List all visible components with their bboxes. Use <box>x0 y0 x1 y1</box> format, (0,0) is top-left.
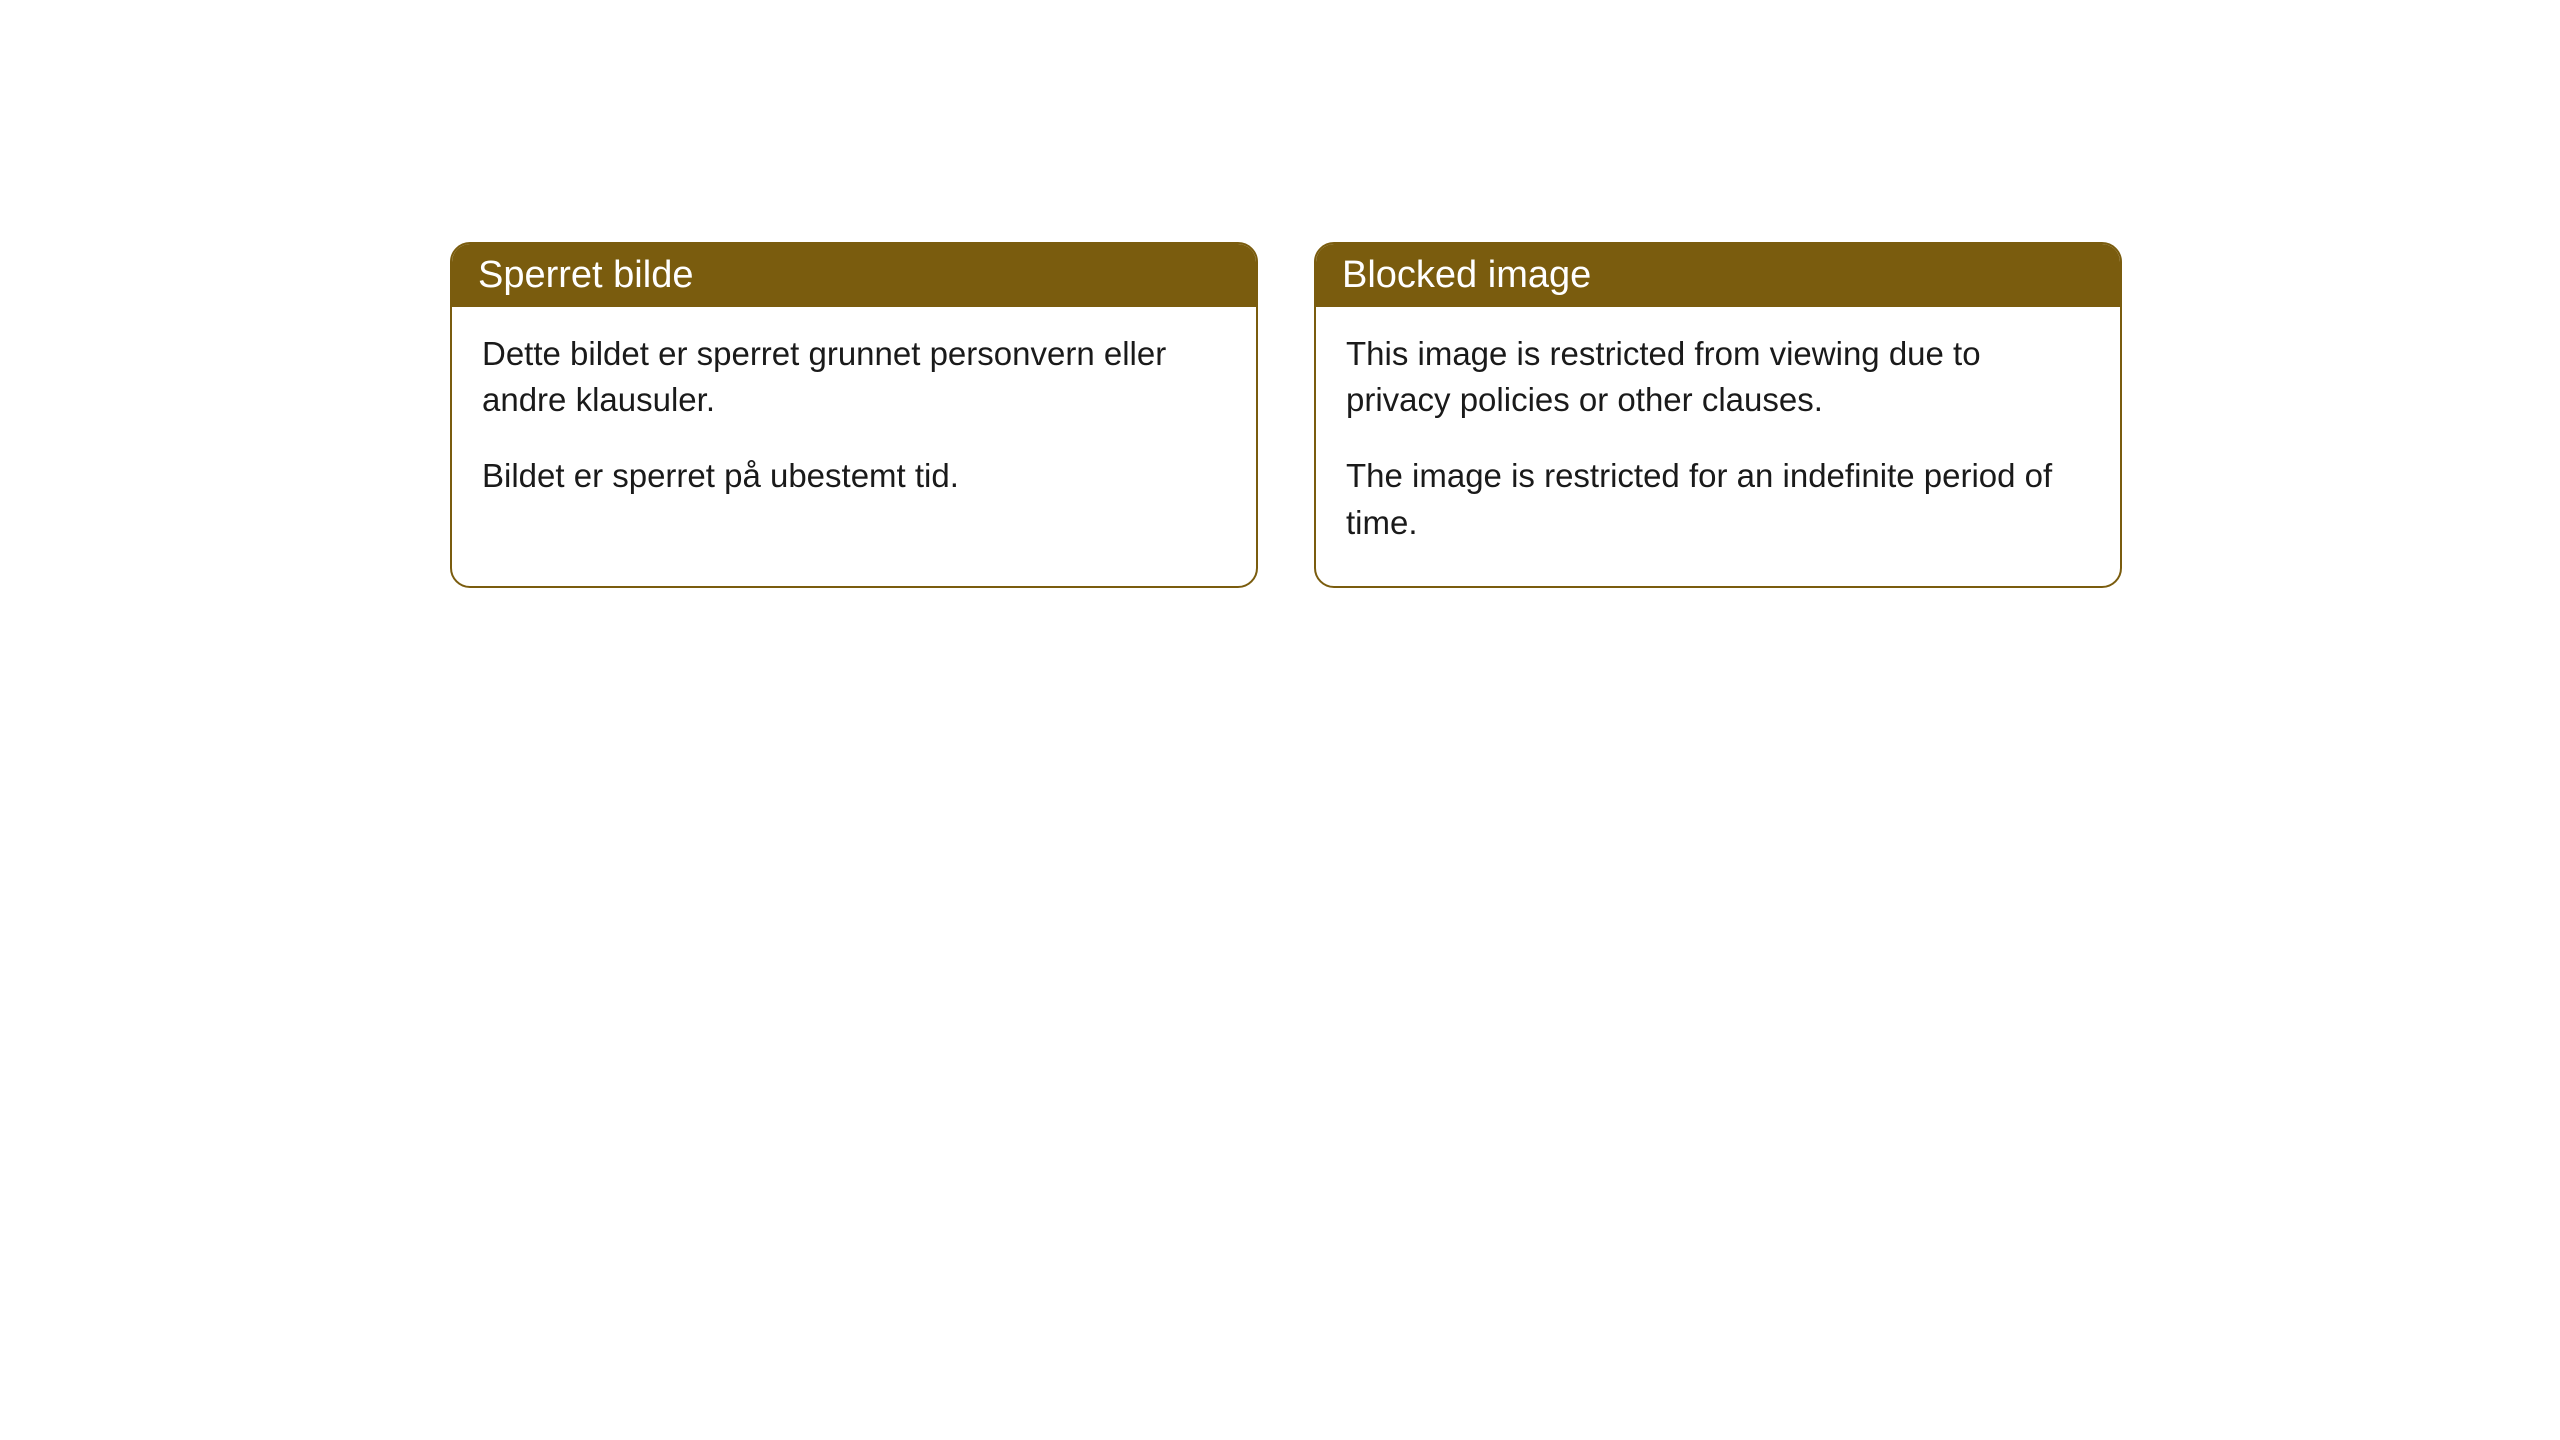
card-header: Blocked image <box>1316 244 2120 307</box>
card-paragraph: The image is restricted for an indefinit… <box>1346 453 2090 545</box>
card-paragraph: Bildet er sperret på ubestemt tid. <box>482 453 1226 499</box>
card-title: Sperret bilde <box>478 254 693 296</box>
blocked-image-card-norwegian: Sperret bilde Dette bildet er sperret gr… <box>450 242 1258 588</box>
card-body: This image is restricted from viewing du… <box>1316 307 2120 586</box>
card-title: Blocked image <box>1342 254 1591 296</box>
card-paragraph: Dette bildet er sperret grunnet personve… <box>482 331 1226 423</box>
card-header: Sperret bilde <box>452 244 1256 307</box>
card-paragraph: This image is restricted from viewing du… <box>1346 331 2090 423</box>
blocked-image-card-english: Blocked image This image is restricted f… <box>1314 242 2122 588</box>
notice-cards-container: Sperret bilde Dette bildet er sperret gr… <box>450 242 2122 588</box>
card-body: Dette bildet er sperret grunnet personve… <box>452 307 1256 540</box>
